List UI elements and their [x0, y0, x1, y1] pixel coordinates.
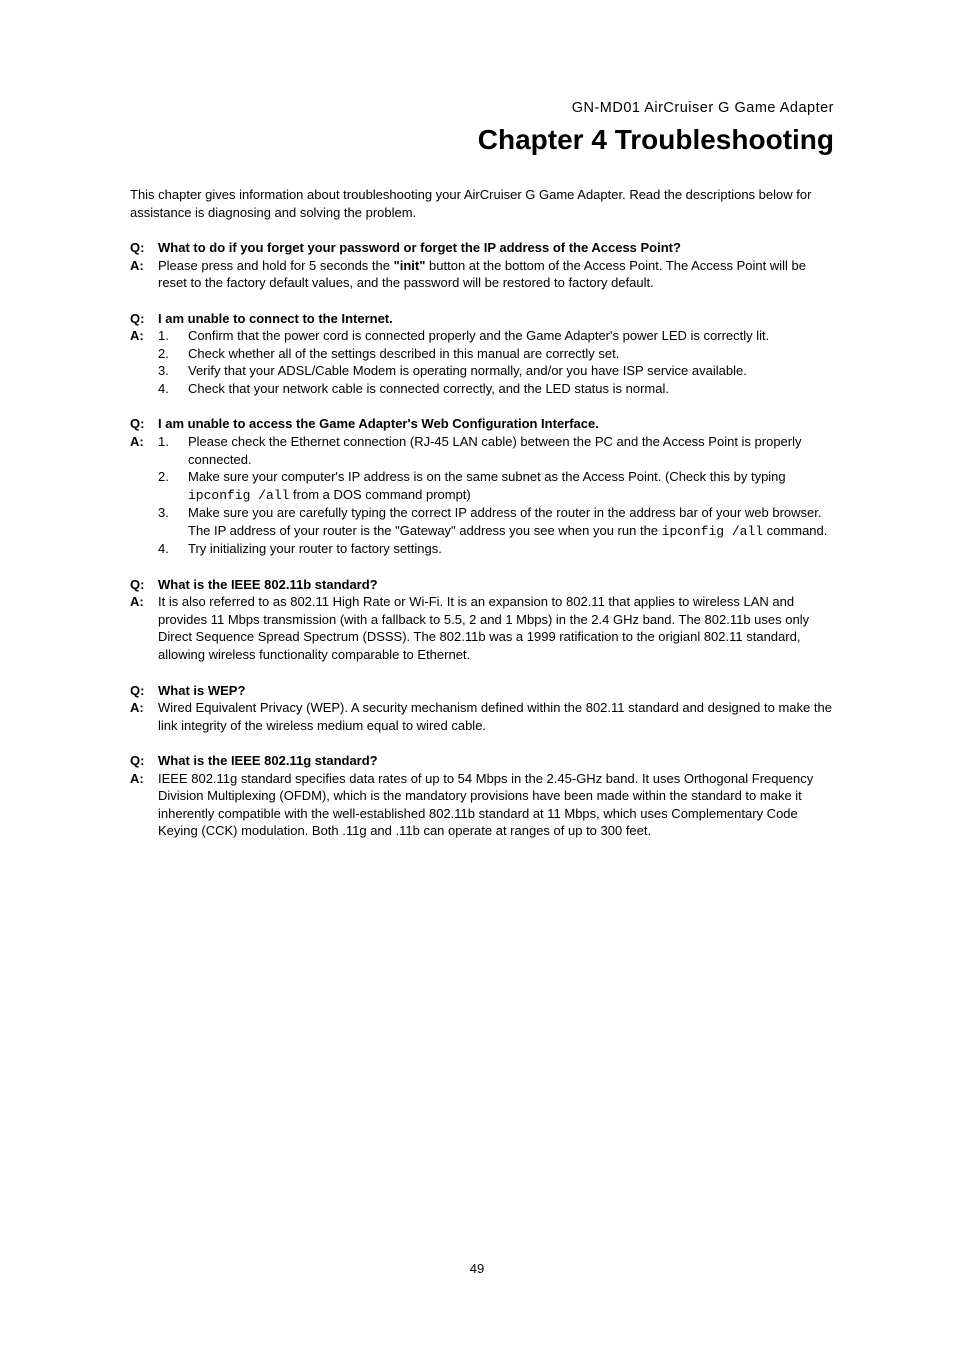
t2-pre: Make sure your computer's IP address is … — [188, 469, 786, 484]
list-num: 4. — [158, 380, 188, 398]
qa-block-5: Q: What is WEP? A: Wired Equivalent Priv… — [130, 682, 834, 735]
list-num: 4. — [158, 540, 188, 558]
chapter-title: Chapter 4 Troubleshooting — [130, 124, 834, 156]
qa-block-3: Q: I am unable to access the Game Adapte… — [130, 415, 834, 557]
a-list: 1.Confirm that the power cord is connect… — [158, 327, 834, 397]
list-text: Confirm that the power cord is connected… — [188, 327, 834, 345]
a-label: A: — [130, 770, 158, 840]
list-num: 2. — [158, 468, 188, 504]
qa-block-1: Q: What to do if you forget your passwor… — [130, 239, 834, 292]
a-text: It is also referred to as 802.11 High Ra… — [158, 593, 834, 663]
qa-block-6: Q: What is the IEEE 802.11g standard? A:… — [130, 752, 834, 840]
a-label: A: — [130, 327, 158, 397]
a-label: A: — [130, 433, 158, 558]
a-list: 1.Please check the Ethernet connection (… — [158, 433, 834, 558]
a-text: Wired Equivalent Privacy (WEP). A securi… — [158, 699, 834, 734]
list-num: 2. — [158, 345, 188, 363]
q-text: What to do if you forget your password o… — [158, 239, 834, 257]
a-label: A: — [130, 257, 158, 292]
q-label: Q: — [130, 576, 158, 594]
document-page: GN-MD01 AirCruiser G Game Adapter Chapte… — [0, 0, 954, 1351]
q-label: Q: — [130, 415, 158, 433]
list-text: Please check the Ethernet connection (RJ… — [188, 433, 834, 468]
page-number: 49 — [0, 1261, 954, 1276]
t3-mono: ipconfig /all — [662, 524, 763, 539]
list-text: Try initializing your router to factory … — [188, 540, 834, 558]
list-text: Make sure you are carefully typing the c… — [188, 504, 834, 540]
product-header: GN-MD01 AirCruiser G Game Adapter — [130, 100, 834, 116]
t2-post: from a DOS command prompt) — [289, 487, 470, 502]
qa-block-4: Q: What is the IEEE 802.11b standard? A:… — [130, 576, 834, 664]
list-text: Make sure your computer's IP address is … — [188, 468, 834, 504]
list-text: Check that your network cable is connect… — [188, 380, 834, 398]
intro-paragraph: This chapter gives information about tro… — [130, 186, 834, 221]
q-label: Q: — [130, 310, 158, 328]
list-num: 3. — [158, 362, 188, 380]
q-text: I am unable to access the Game Adapter's… — [158, 415, 834, 433]
q-label: Q: — [130, 752, 158, 770]
a-bold: "init" — [394, 258, 426, 273]
q-text: I am unable to connect to the Internet. — [158, 310, 834, 328]
q-label: Q: — [130, 682, 158, 700]
list-num: 1. — [158, 433, 188, 468]
a-label: A: — [130, 699, 158, 734]
a-label: A: — [130, 593, 158, 663]
list-num: 1. — [158, 327, 188, 345]
list-text: Verify that your ADSL/Cable Modem is ope… — [188, 362, 834, 380]
list-num: 3. — [158, 504, 188, 540]
list-text: Check whether all of the settings descri… — [188, 345, 834, 363]
q-text: What is the IEEE 802.11g standard? — [158, 752, 834, 770]
a-text: Please press and hold for 5 seconds the … — [158, 257, 834, 292]
q-text: What is the IEEE 802.11b standard? — [158, 576, 834, 594]
q-text: What is WEP? — [158, 682, 834, 700]
t2-mono: ipconfig /all — [188, 488, 289, 503]
q-label: Q: — [130, 239, 158, 257]
qa-block-2: Q: I am unable to connect to the Interne… — [130, 310, 834, 398]
a-text: IEEE 802.11g standard specifies data rat… — [158, 770, 834, 840]
a-pre: Please press and hold for 5 seconds the — [158, 258, 394, 273]
t3-post: command. — [763, 523, 827, 538]
